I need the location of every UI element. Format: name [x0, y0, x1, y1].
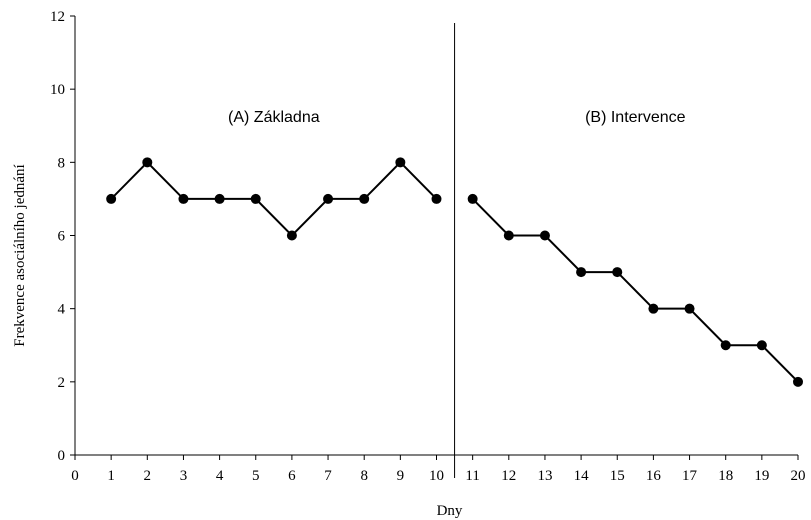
data-point [178, 193, 189, 204]
data-point [106, 193, 117, 204]
series-line-1 [110, 160, 438, 237]
x-tick-label: 16 [646, 468, 662, 484]
data-point [720, 340, 731, 351]
data-point [467, 193, 478, 204]
data-point [359, 193, 370, 204]
y-tick-label: 6 [58, 229, 66, 245]
x-tick-label: 0 [71, 468, 79, 484]
x-tick-label: 13 [537, 468, 552, 484]
annotations: (A) Základna (B) Intervence [228, 109, 686, 126]
data-point [576, 267, 587, 278]
y-tick-label: 2 [58, 375, 66, 391]
data-point [648, 303, 659, 314]
x-tick-label: 10 [429, 468, 444, 484]
x-tick-label: 8 [360, 468, 368, 484]
data-point [431, 193, 442, 204]
data-point [286, 230, 297, 241]
phase-label-2: (B) Intervence [585, 109, 686, 126]
x-tick-label: 7 [324, 468, 332, 484]
x-tick-label: 1 [107, 468, 115, 484]
x-tick-label: 9 [397, 468, 405, 484]
axes [74, 16, 798, 456]
data-point [395, 157, 406, 168]
x-tick-label: 4 [216, 468, 224, 484]
y-tick-label: 10 [50, 82, 65, 98]
y-tick-label: 0 [58, 448, 66, 464]
x-tick-label: 6 [288, 468, 296, 484]
data-point [250, 193, 261, 204]
data-point [142, 157, 153, 168]
phase-label-1: (A) Základna [228, 109, 320, 126]
x-tick-label: 14 [574, 468, 590, 484]
x-tick-label: 2 [144, 468, 152, 484]
y-axis-label: Frekvence asociálního jednání [12, 164, 28, 346]
data-points [106, 157, 803, 387]
x-axis-label: Dny [437, 503, 463, 519]
data-point [323, 193, 334, 204]
series-lines [110, 160, 799, 383]
x-tick-label: 18 [718, 468, 733, 484]
y-tick-label: 12 [50, 9, 65, 25]
x-tick-label: 5 [252, 468, 260, 484]
data-point [539, 230, 550, 241]
x-tick-label: 15 [610, 468, 625, 484]
x-tick-label: 20 [791, 468, 806, 484]
x-tick-label: 12 [501, 468, 516, 484]
y-tick-label: 4 [58, 302, 66, 318]
y-tick-label: 8 [58, 155, 66, 171]
data-point [684, 303, 695, 314]
x-tick-label: 3 [180, 468, 188, 484]
x-tick-label: 19 [754, 468, 769, 484]
x-tick-label: 11 [465, 468, 479, 484]
data-point [214, 193, 225, 204]
data-point [612, 267, 623, 278]
data-point [503, 230, 514, 241]
series-line-2 [471, 198, 799, 383]
data-point [793, 376, 803, 387]
data-point [756, 340, 767, 351]
x-tick-label: 17 [682, 468, 698, 484]
